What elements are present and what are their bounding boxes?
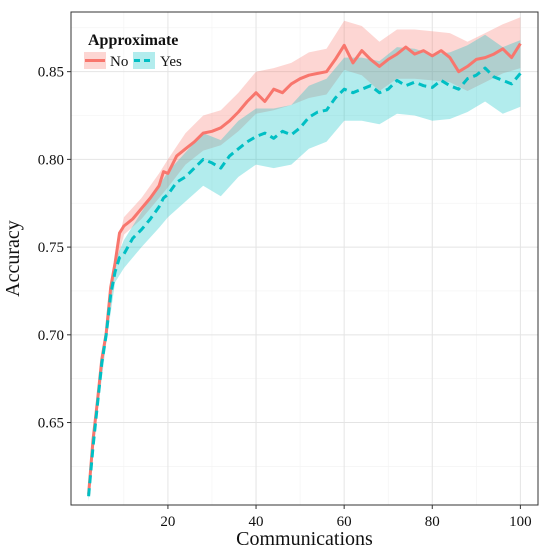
x-tick-label: 100 xyxy=(509,514,532,530)
plot-frame xyxy=(70,11,539,506)
x-tick-label: 60 xyxy=(337,514,352,530)
y-tick-label: 0.85 xyxy=(38,65,64,81)
legend-items: No Yes xyxy=(84,52,182,70)
series-line-yes xyxy=(87,66,522,497)
legend-title: Approximate xyxy=(88,32,178,49)
y-tick-label: 0.65 xyxy=(38,416,64,432)
x-axis-title: Communications xyxy=(236,528,373,550)
y-tick-label: 0.75 xyxy=(38,240,64,256)
legend: Approximate No Yes xyxy=(84,32,182,70)
grid xyxy=(71,12,538,505)
y-tick-label: 0.80 xyxy=(38,152,64,168)
x-tick-label: 80 xyxy=(425,514,440,530)
x-tick-label: 40 xyxy=(249,514,264,530)
series-lines xyxy=(87,42,522,497)
band-yes xyxy=(88,34,521,502)
series-line-no xyxy=(87,42,522,495)
y-tick-label: 0.70 xyxy=(38,328,64,344)
legend-label-yes: Yes xyxy=(160,54,182,70)
x-tick-label: 20 xyxy=(160,514,175,530)
y-axis-title: Accuracy xyxy=(2,220,24,297)
axis-ticks: 20 40 60 80 100 0.65 0.70 0.75 0.80 0.85 xyxy=(38,65,532,530)
legend-label-no: No xyxy=(110,54,128,70)
